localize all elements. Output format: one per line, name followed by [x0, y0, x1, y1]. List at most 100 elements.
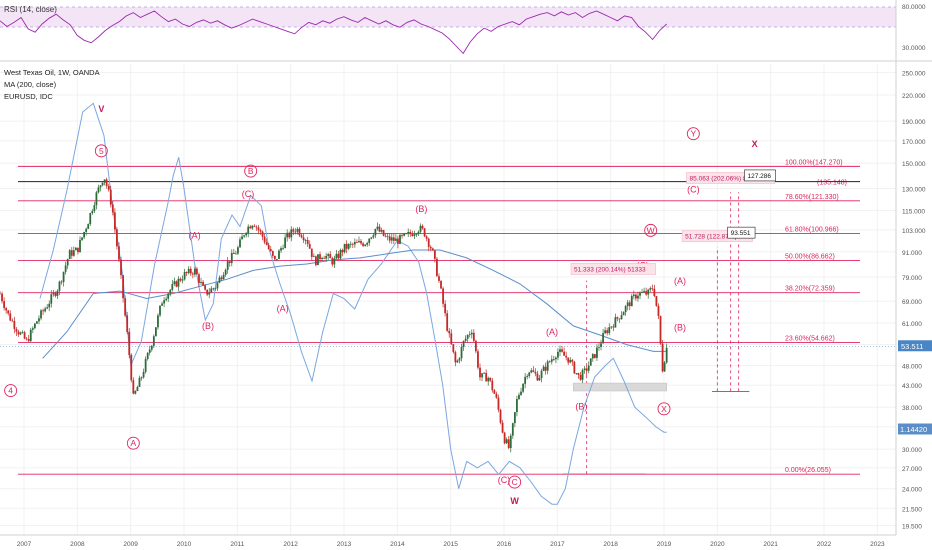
price-axis[interactable]: 250.000 220.000 190.000 170.000 150.000 130.0…	[902, 70, 926, 530]
candle-body	[358, 240, 360, 243]
candle-body	[77, 247, 79, 253]
candle-body	[44, 308, 47, 312]
candle-body	[216, 282, 219, 289]
candle-body	[448, 330, 451, 334]
wave-label: (A)	[546, 327, 558, 337]
candle-body	[218, 277, 221, 283]
candle-body	[401, 234, 403, 236]
candle-body	[516, 399, 518, 413]
wave-label: B	[248, 166, 254, 176]
candle-body	[189, 268, 192, 274]
candle-body	[107, 186, 110, 190]
candle-body	[60, 281, 63, 283]
candle-body	[267, 244, 270, 250]
y-tick-label: 220.000	[902, 93, 926, 100]
candle-body	[230, 252, 233, 263]
candle-body	[624, 306, 627, 313]
candle-body	[308, 244, 311, 249]
candle-body	[62, 271, 65, 282]
candle-body	[259, 230, 262, 232]
candle-body	[429, 246, 432, 249]
candle-body	[378, 226, 381, 232]
candle-body	[399, 234, 401, 244]
candle-body	[433, 250, 436, 259]
candle-body	[241, 236, 243, 240]
candle-body	[251, 225, 254, 229]
candle-body	[628, 302, 631, 307]
x-tick-label: 2017	[550, 541, 565, 548]
candle-body	[585, 368, 588, 371]
y-tick-label: 170.000	[902, 139, 926, 146]
candle-body	[386, 236, 389, 238]
candle-body	[495, 393, 498, 398]
candle-body	[647, 289, 650, 295]
candle-body	[265, 242, 268, 245]
candle-body	[103, 179, 106, 183]
eurusd-tag-text: 1.14420	[900, 425, 927, 434]
candle-body	[323, 257, 326, 259]
measure-box-text: 93.551	[731, 230, 751, 237]
legend: West Texas Oil, 1W, OANDA MA (200, close…	[4, 68, 100, 101]
rsi-label: RSI (14, close)	[4, 5, 57, 14]
price-tag: 53.511	[898, 340, 932, 352]
wave-label: (B)	[575, 401, 587, 411]
candle-body	[173, 281, 176, 285]
candle-body	[614, 317, 617, 328]
rsi-pane[interactable]: RSI (14, close) 80.0000 30.0000	[0, 4, 926, 55]
candle-body	[118, 246, 120, 260]
candle-body	[306, 239, 309, 245]
y-tick-label: 115.000	[902, 208, 925, 215]
candle-body	[474, 340, 477, 352]
candle-body	[171, 284, 174, 290]
candle-body	[136, 386, 139, 392]
candle-body	[243, 235, 246, 237]
candle-body	[581, 369, 584, 380]
candle-body	[85, 228, 88, 232]
candle-body	[593, 354, 596, 358]
candle-body	[431, 248, 434, 251]
candle-body	[552, 359, 555, 360]
candle-body	[542, 366, 545, 371]
candle-body	[630, 295, 633, 307]
candle-body	[321, 257, 323, 260]
candle-body	[423, 228, 426, 237]
candle-body	[140, 377, 143, 379]
candle-body	[446, 313, 449, 331]
candle-body	[421, 225, 424, 229]
y-tick-label: 24.000	[902, 487, 922, 494]
wave-label: (A)	[674, 276, 686, 286]
candle-body	[509, 435, 512, 448]
candle-body	[554, 357, 557, 360]
y-tick-label: 103.000	[902, 228, 926, 235]
eurusd-tag-box	[898, 423, 932, 435]
candle-body	[222, 274, 225, 280]
candle-body	[596, 347, 598, 358]
candle-body	[214, 288, 217, 290]
measure-box-text: 51.333 (200.14%) 51333	[574, 267, 646, 274]
rsi-band	[0, 7, 896, 27]
candle-body	[526, 375, 529, 377]
candle-body	[532, 370, 535, 372]
candle-body	[97, 187, 100, 193]
candle-body	[394, 238, 397, 241]
main-pane[interactable]: 100.00%(147.270) 78.60%(121.330) 61.80%(10…	[0, 64, 896, 535]
candle-body	[634, 294, 637, 299]
candle-body	[507, 439, 510, 448]
fib-level-label: 100.00%(147.270)	[785, 159, 843, 166]
wave-label: V	[98, 104, 104, 114]
wave-label: A	[130, 438, 136, 448]
candle-body	[288, 232, 291, 238]
candle-body	[591, 354, 594, 359]
y-tick-label: 43.000	[902, 383, 922, 390]
candle-body	[620, 315, 623, 320]
candle-body	[292, 229, 295, 232]
x-tick-label: 2012	[283, 541, 298, 548]
candle-body	[200, 281, 202, 283]
candle-body	[626, 302, 629, 307]
time-axis[interactable]: 2007 2008 2009 2010 2011 2012 2013 2014 2015 2016…	[17, 541, 885, 548]
candle-body	[99, 185, 102, 188]
candle-body	[341, 249, 344, 253]
candle-body	[577, 372, 580, 375]
wave-label: (C)	[498, 475, 511, 485]
